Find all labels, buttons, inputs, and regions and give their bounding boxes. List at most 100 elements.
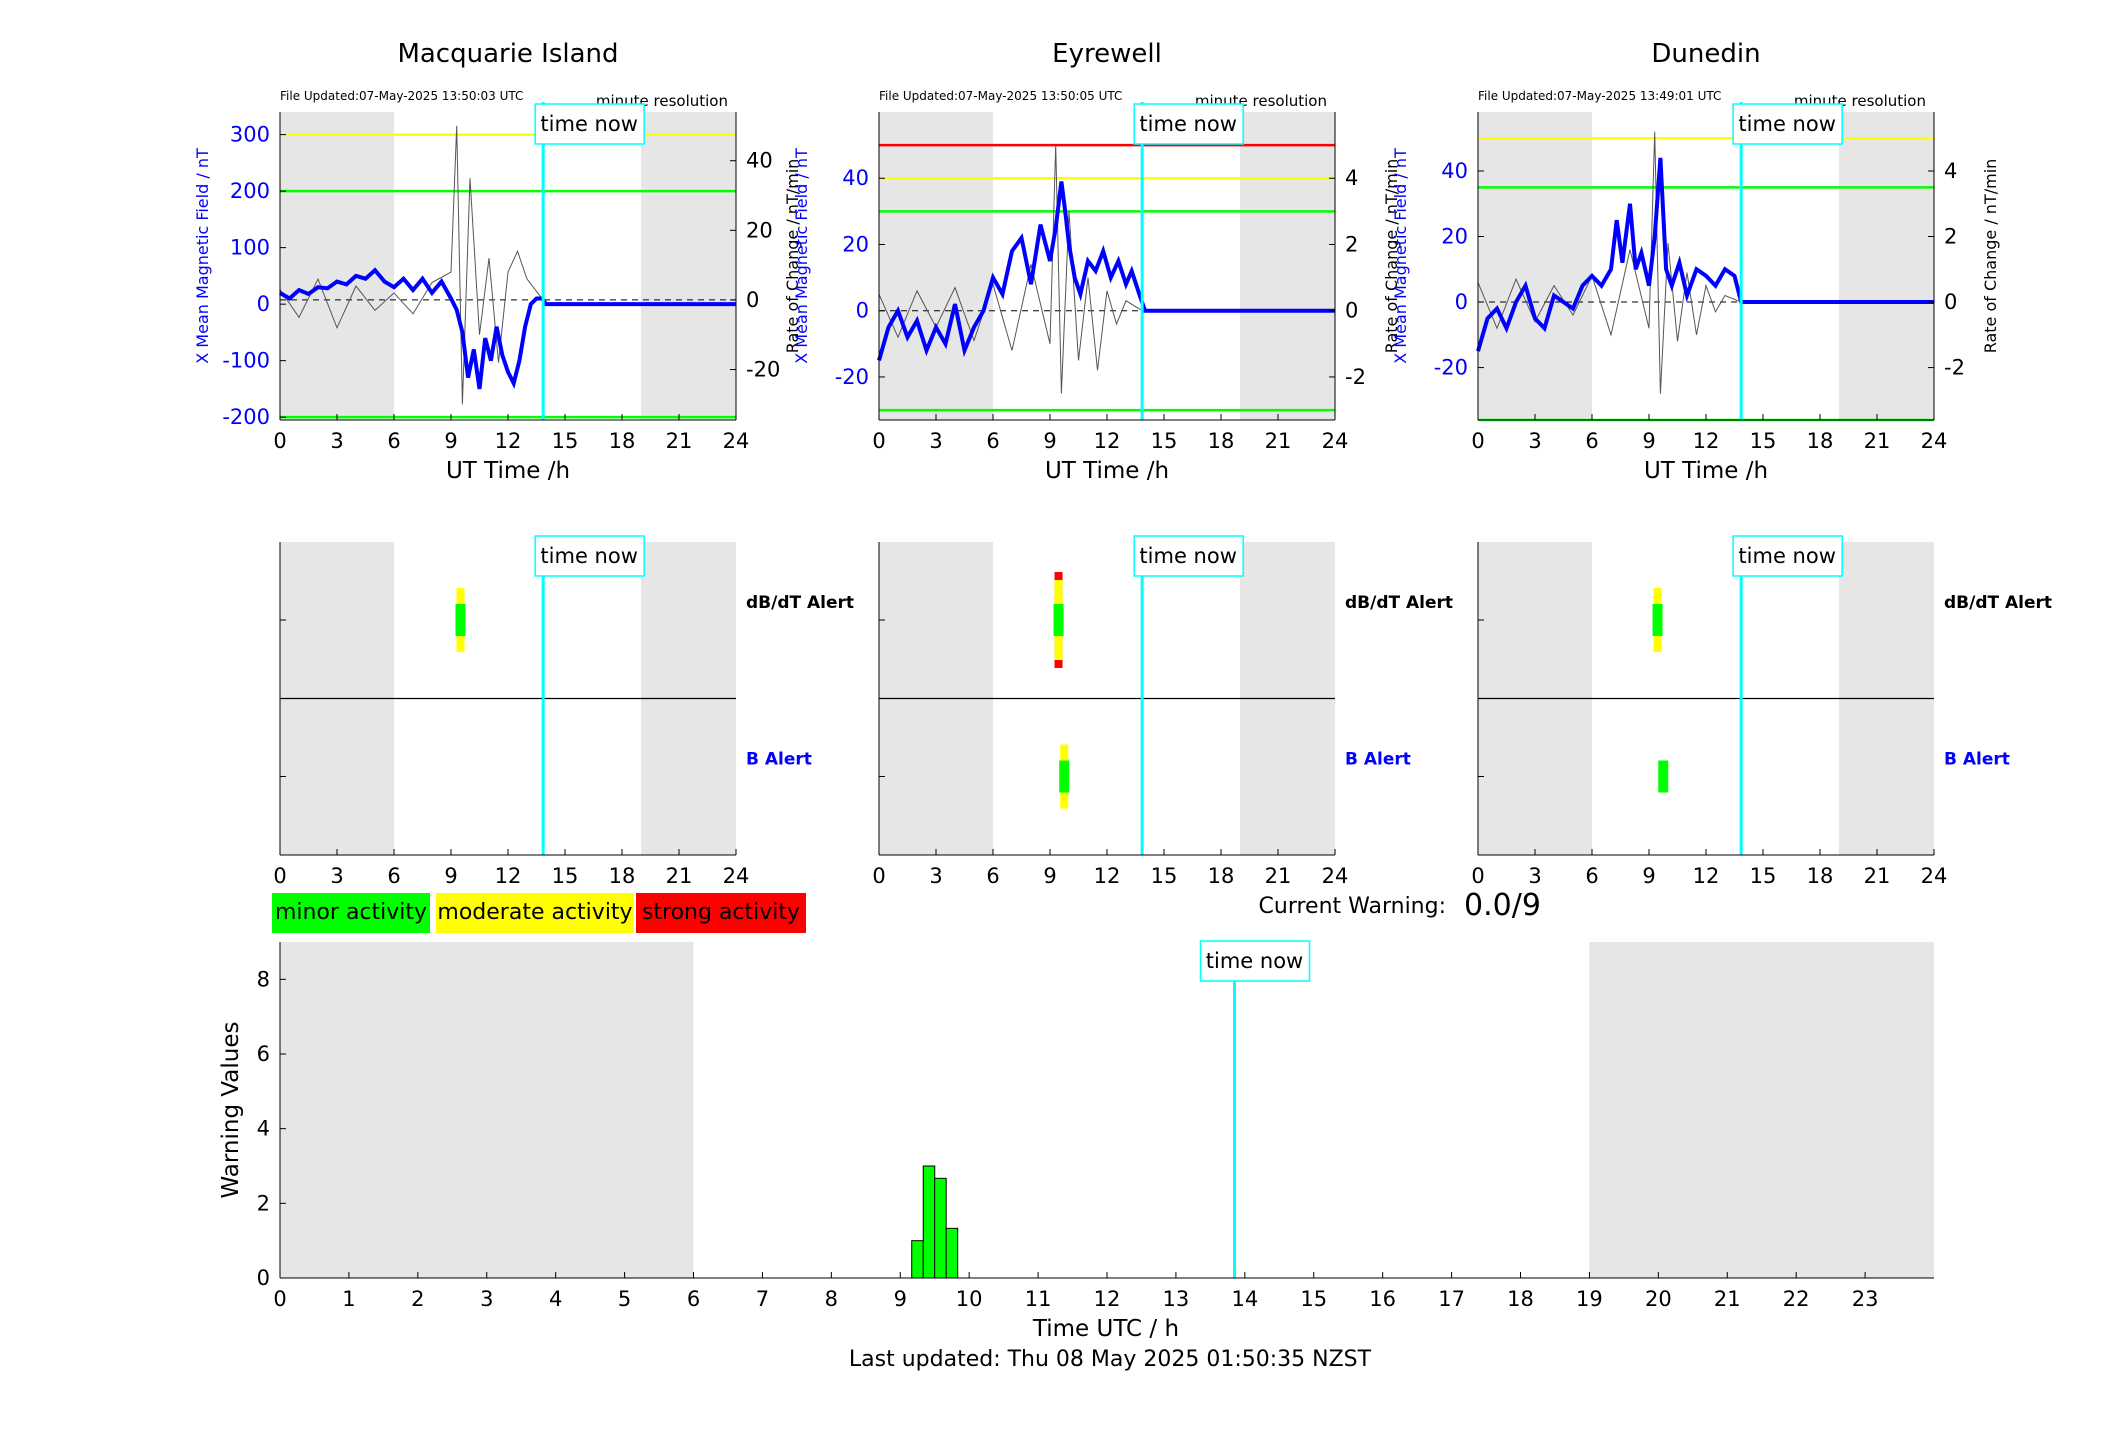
- x-tick-label: 12: [1094, 1287, 1121, 1311]
- y-left-tick-label: 200: [230, 179, 270, 203]
- alert-mark-minor: [1658, 760, 1669, 793]
- y-right-tick-label: 20: [746, 218, 773, 242]
- y-right-tick-label: 4: [1944, 159, 1957, 183]
- x-tick-label: 9: [1043, 429, 1056, 453]
- time-now-label: time now: [540, 544, 637, 568]
- x-tick-label: 0: [273, 1287, 286, 1311]
- time-now-label: time now: [1738, 112, 1835, 136]
- night-shade: [1589, 942, 1934, 1278]
- station-plot-dunedin: Dunedin File Updated:07-May-2025 13:49:01…: [1391, 39, 2000, 484]
- x-tick-label: 9: [444, 429, 457, 453]
- alert-mark-minor: [1652, 604, 1663, 636]
- legend-minor: minor activity: [272, 893, 430, 933]
- x-tick-label: 0: [273, 429, 286, 453]
- x-tick-label: 9: [1043, 864, 1056, 888]
- x-tick-label: 21: [1265, 864, 1292, 888]
- night-shade: [1240, 112, 1335, 420]
- night-shade: [879, 112, 993, 420]
- x-tick-label: 18: [1507, 1287, 1534, 1311]
- y-right-tick-label: 4: [1345, 166, 1358, 190]
- alert-mark-minor: [1053, 604, 1064, 636]
- x-tick-label: 24: [1322, 864, 1349, 888]
- x-tick-label: 8: [825, 1287, 838, 1311]
- time-now-box: [1133, 535, 1244, 577]
- x-tick-label: 3: [330, 429, 343, 453]
- x-tick-label: 6: [387, 864, 400, 888]
- dbdt-alert-label: dB/dT Alert: [1345, 593, 1453, 613]
- time-now-label: time now: [1139, 112, 1236, 136]
- warning-bar: [922, 1165, 936, 1279]
- y-right-tick-label: -20: [746, 358, 780, 382]
- x-tick-label: 3: [1528, 429, 1541, 453]
- x-tick-label: 7: [756, 1287, 769, 1311]
- night-shade: [641, 112, 736, 420]
- x-tick-label: 12: [495, 429, 522, 453]
- x-tick-label: 0: [273, 864, 286, 888]
- alert-mark-minor: [455, 604, 466, 636]
- x-tick-label: 18: [609, 864, 636, 888]
- rate-of-change-line: [279, 125, 544, 405]
- x-tick-label: 18: [1208, 864, 1235, 888]
- alert-plot-macquarie: time now 0 3 6 9 12 15 18 21 24 dB/dT Alert B Alert: [273, 535, 854, 888]
- x-tick-label: 15: [1750, 429, 1777, 453]
- file-updated-text: File Updated:07-May-2025 13:50:03 UTC: [280, 89, 523, 103]
- x-tick-label: 24: [723, 429, 750, 453]
- y-right-tick-label: 0: [746, 288, 759, 312]
- station-title: Eyrewell: [1052, 39, 1162, 69]
- alert-mark-minor: [1059, 760, 1070, 793]
- x-axis-title: UT Time /h: [1644, 458, 1768, 484]
- time-now-box: [534, 103, 645, 145]
- x-tick-label: 15: [1151, 429, 1178, 453]
- rate-of-change-line: [1477, 131, 1742, 394]
- time-now-box: [1732, 103, 1843, 145]
- x-tick-label: 3: [1528, 864, 1541, 888]
- x-tick-label: 18: [1208, 429, 1235, 453]
- x-tick-label: 3: [330, 864, 343, 888]
- x-tick-label: 0: [872, 864, 885, 888]
- time-now-label: time now: [1139, 544, 1236, 568]
- y-left-tick-label: 0: [1455, 290, 1468, 314]
- x-tick-label: 3: [929, 429, 942, 453]
- station-plot-macquarie: Macquarie Island File Updated:07-May-2025…: [193, 39, 802, 484]
- x-tick-label: 15: [1300, 1287, 1327, 1311]
- x-tick-label: 6: [1585, 429, 1598, 453]
- y-left-tick-label: 40: [1441, 159, 1468, 183]
- y-tick-label: 6: [257, 1042, 270, 1066]
- x-tick-label: 15: [552, 429, 579, 453]
- y-left-tick-label: -200: [222, 405, 270, 429]
- legend-strong: strong activity: [636, 893, 806, 933]
- x-tick-label: 24: [1322, 429, 1349, 453]
- y-right-tick-label: -2: [1345, 365, 1366, 389]
- x-tick-label: 18: [609, 429, 636, 453]
- time-now-box: [1732, 535, 1843, 577]
- y-left-axis-title: X Mean Magnetic Field / nT: [1391, 148, 1410, 364]
- legend-moderate: moderate activity: [436, 893, 634, 933]
- b-alert-label: B Alert: [746, 750, 812, 770]
- x-tick-label: 11: [1025, 1287, 1052, 1311]
- file-updated-text: File Updated:07-May-2025 13:49:01 UTC: [1478, 89, 1721, 103]
- magnetic-field-line: [877, 181, 1335, 361]
- x-tick-label: 6: [687, 1287, 700, 1311]
- x-tick-label: 4: [549, 1287, 562, 1311]
- y-left-tick-label: -20: [835, 365, 869, 389]
- time-now-box: [534, 535, 645, 577]
- night-shade: [280, 942, 694, 1278]
- warning-bar: [945, 1227, 959, 1279]
- x-tick-label: 12: [1094, 864, 1121, 888]
- y-right-axis-title: Rate of Change / nT/min: [1981, 159, 2000, 354]
- night-shade: [1839, 112, 1934, 420]
- station-title: Macquarie Island: [397, 39, 618, 69]
- x-tick-label: 6: [986, 429, 999, 453]
- y-left-tick-label: 20: [842, 232, 869, 256]
- x-tick-label: 24: [1921, 864, 1948, 888]
- x-tick-label: 21: [666, 864, 693, 888]
- y-right-tick-label: 2: [1345, 232, 1358, 256]
- magnetic-field-line: [278, 267, 736, 390]
- dbdt-alert-label: dB/dT Alert: [746, 593, 854, 613]
- time-now-label: time now: [540, 112, 637, 136]
- y-tick-label: 2: [257, 1191, 270, 1215]
- x-tick-label: 15: [1151, 864, 1178, 888]
- x-tick-label: 12: [1693, 429, 1720, 453]
- warning-bar: [911, 1240, 924, 1279]
- x-tick-label: 18: [1807, 429, 1834, 453]
